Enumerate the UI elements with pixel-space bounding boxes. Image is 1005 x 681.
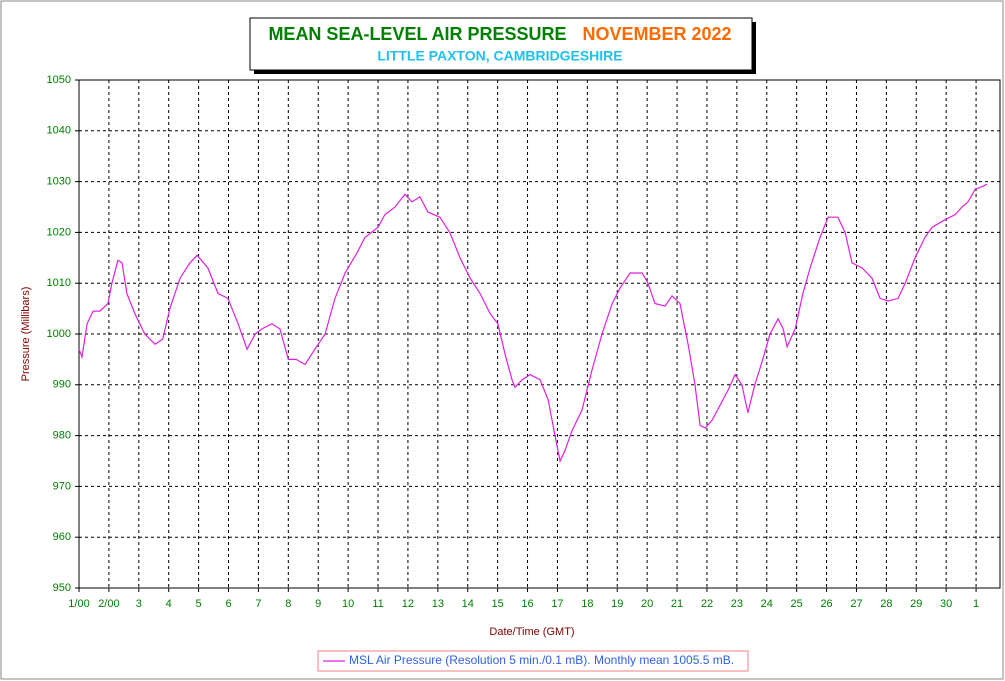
chart-title: MEAN SEA-LEVEL AIR PRESSURE NOVEMBER 2022 — [268, 24, 731, 44]
x-tick-label: 4 — [166, 598, 172, 610]
x-tick-label: 29 — [910, 598, 922, 610]
title-text: MEAN SEA-LEVEL AIR PRESSURE — [268, 24, 566, 44]
x-tick-label: 16 — [521, 598, 533, 610]
y-tick-label: 1040 — [47, 125, 71, 137]
x-tick-label: 22 — [701, 598, 713, 610]
title-period: NOVEMBER 2022 — [582, 24, 731, 44]
y-tick-label: 990 — [53, 379, 71, 391]
x-tick-label: 27 — [850, 598, 862, 610]
y-tick-label: 980 — [53, 430, 71, 442]
x-tick-label: 24 — [761, 598, 773, 610]
series-line — [78, 183, 988, 463]
x-tick-label: 19 — [611, 598, 623, 610]
x-tick-label: 5 — [196, 598, 202, 610]
x-tick-label: 13 — [432, 598, 444, 610]
x-tick-label: 6 — [225, 598, 231, 610]
x-tick-label: 14 — [462, 598, 474, 610]
title-box — [249, 17, 753, 71]
x-tick-label: 21 — [671, 598, 683, 610]
y-axis-label: Pressure (Millibars) — [20, 287, 32, 382]
x-tick-label: 26 — [820, 598, 832, 610]
x-tick-label: 10 — [342, 598, 354, 610]
x-tick-label: 25 — [791, 598, 803, 610]
x-tick-label: 7 — [255, 598, 261, 610]
x-tick-label: 11 — [372, 598, 383, 610]
y-tick-label: 960 — [53, 531, 71, 543]
x-tick-label: 9 — [315, 598, 321, 610]
x-tick-label: 15 — [492, 598, 504, 610]
y-tick-label: 1050 — [47, 74, 71, 86]
legend-label: MSL Air Pressure (Resolution 5 min./0.1 … — [349, 653, 734, 667]
x-tick-label: 12 — [402, 598, 414, 610]
y-tick-label: 950 — [53, 582, 71, 594]
y-tick-label: 1010 — [47, 277, 71, 289]
x-tick-label: 8 — [285, 598, 291, 610]
x-axis-label: Date/Time (GMT) — [489, 626, 574, 638]
y-tick-label: 970 — [53, 480, 71, 492]
x-tick-label: 28 — [880, 598, 892, 610]
y-tick-label: 1030 — [47, 176, 71, 188]
plot-area — [78, 79, 1001, 589]
subtitle: LITTLE PAXTON, CAMBRIDGESHIRE — [377, 48, 622, 64]
x-tick-label: 1 — [973, 598, 979, 610]
x-tick-label: 2/00 — [98, 598, 119, 610]
x-tick-label: 17 — [551, 598, 563, 610]
legend — [317, 650, 749, 672]
x-tick-label: 30 — [940, 598, 952, 610]
x-tick-label: 3 — [136, 598, 142, 610]
x-tick-label: 1/00 — [68, 598, 89, 610]
x-tick-label: 23 — [731, 598, 743, 610]
x-tick-label: 18 — [581, 598, 593, 610]
y-tick-label: 1020 — [47, 226, 71, 238]
x-tick-label: 20 — [641, 598, 653, 610]
y-tick-label: 1000 — [47, 328, 71, 340]
